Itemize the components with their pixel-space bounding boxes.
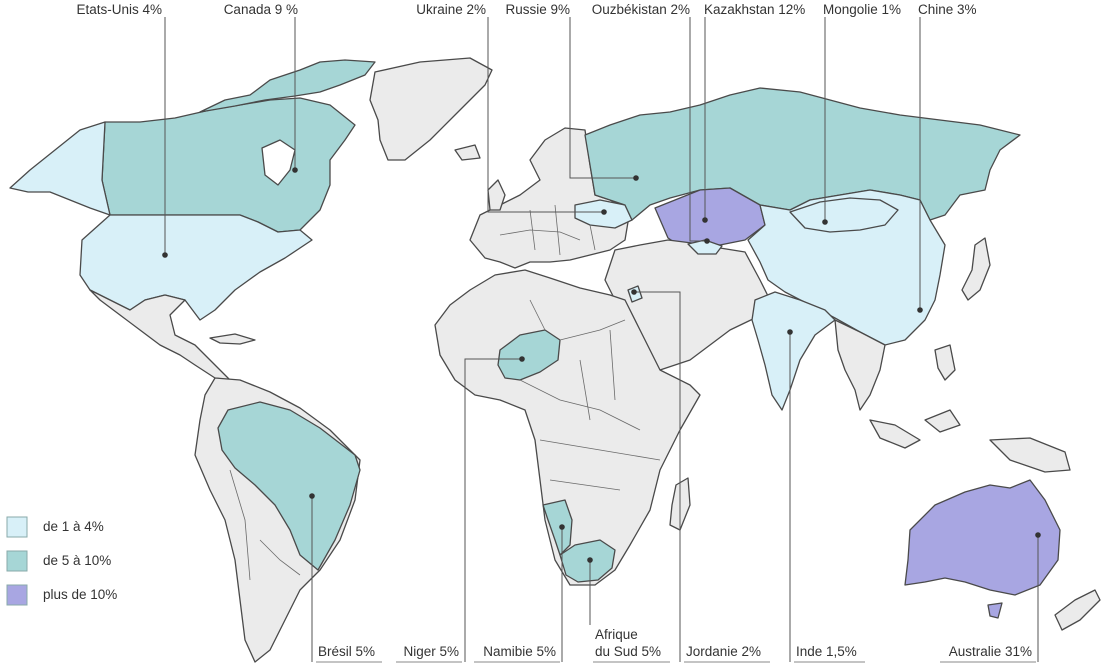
label-ukraine: Ukraine 2% xyxy=(416,2,486,17)
legend-swatch-1-4 xyxy=(6,516,28,538)
country-chine[interactable] xyxy=(747,189,946,346)
japan xyxy=(961,237,991,301)
dot-ukraine xyxy=(601,209,607,215)
leader-ouzbekistan xyxy=(689,17,707,242)
hudson-bay xyxy=(261,139,296,186)
uk xyxy=(487,179,506,211)
dot-mongolie xyxy=(822,219,828,225)
southeast-asia xyxy=(834,319,886,411)
label-canada: Canada 9 % xyxy=(224,2,298,17)
africa-borders xyxy=(519,299,661,491)
papua xyxy=(989,437,1071,473)
country-namibie[interactable] xyxy=(542,499,573,556)
label-usa: Etats-Unis 4% xyxy=(76,2,162,17)
dot-namibie xyxy=(559,524,565,530)
marker-dots xyxy=(162,167,1041,563)
tasmania xyxy=(987,602,1003,619)
dot-inde xyxy=(787,329,793,335)
dot-bresil xyxy=(309,493,315,499)
dot-russie xyxy=(633,175,639,181)
iceland xyxy=(454,144,481,161)
country-niger[interactable] xyxy=(497,329,561,381)
leader-russie xyxy=(569,17,636,179)
sa-borders xyxy=(229,469,301,581)
label-australie: Australie 31% xyxy=(949,644,1032,659)
country-mongolie[interactable] xyxy=(789,197,899,233)
legend: de 1 à 4% de 5 à 10% plus de 10% xyxy=(6,516,117,606)
dot-chine xyxy=(917,307,923,313)
dot-australie xyxy=(1035,532,1041,538)
dot-niger xyxy=(519,356,525,362)
label-bresil: Brésil 5% xyxy=(318,644,375,659)
label-afrique-du-sud-line1: Afrique xyxy=(595,627,638,642)
label-niger: Niger 5% xyxy=(403,644,459,659)
legend-swatch-5-10 xyxy=(6,550,28,572)
label-inde: Inde 1,5% xyxy=(796,644,857,659)
legend-swatch-over-10 xyxy=(6,584,28,606)
canada-arctic-islands xyxy=(199,59,376,113)
leader-ukraine xyxy=(487,17,604,213)
label-ouzbekistan: Ouzbékistan 2% xyxy=(592,2,690,17)
dot-jordanie xyxy=(631,289,637,295)
greenland xyxy=(369,57,493,161)
label-namibie: Namibie 5% xyxy=(483,644,556,659)
leader-niger xyxy=(464,358,522,662)
label-russie: Russie 9% xyxy=(505,2,570,17)
dot-usa xyxy=(162,252,168,258)
country-mexico xyxy=(89,289,231,381)
country-inde[interactable] xyxy=(751,291,836,411)
cuba xyxy=(209,333,256,345)
label-jordanie: Jordanie 2% xyxy=(686,644,761,659)
new-zealand xyxy=(1054,589,1101,631)
legend-label-over-10: plus de 10% xyxy=(43,587,117,602)
country-australie[interactable] xyxy=(904,479,1061,596)
label-mongolie: Mongolie 1% xyxy=(823,2,901,17)
label-afrique-du-sud-line2: du Sud 5% xyxy=(595,644,661,659)
dot-kazakhstan xyxy=(702,217,708,223)
europe-borders xyxy=(499,204,596,256)
country-russie[interactable] xyxy=(584,87,1021,221)
label-kazakhstan: Kazakhstan 12% xyxy=(704,2,805,17)
dot-afrique-du-sud xyxy=(587,557,593,563)
philippines xyxy=(934,344,956,381)
dot-canada xyxy=(292,167,298,173)
legend-label-1-4: de 1 à 4% xyxy=(43,519,104,534)
indonesia-2 xyxy=(924,409,961,433)
legend-label-5-10: de 5 à 10% xyxy=(43,553,111,568)
indonesia-1 xyxy=(869,419,921,449)
label-chine: Chine 3% xyxy=(918,2,977,17)
dot-ouzbekistan xyxy=(704,238,710,244)
leader-jordanie xyxy=(634,291,681,662)
alaska xyxy=(9,121,111,216)
country-bresil[interactable] xyxy=(217,401,361,571)
country-canada[interactable] xyxy=(101,97,356,233)
